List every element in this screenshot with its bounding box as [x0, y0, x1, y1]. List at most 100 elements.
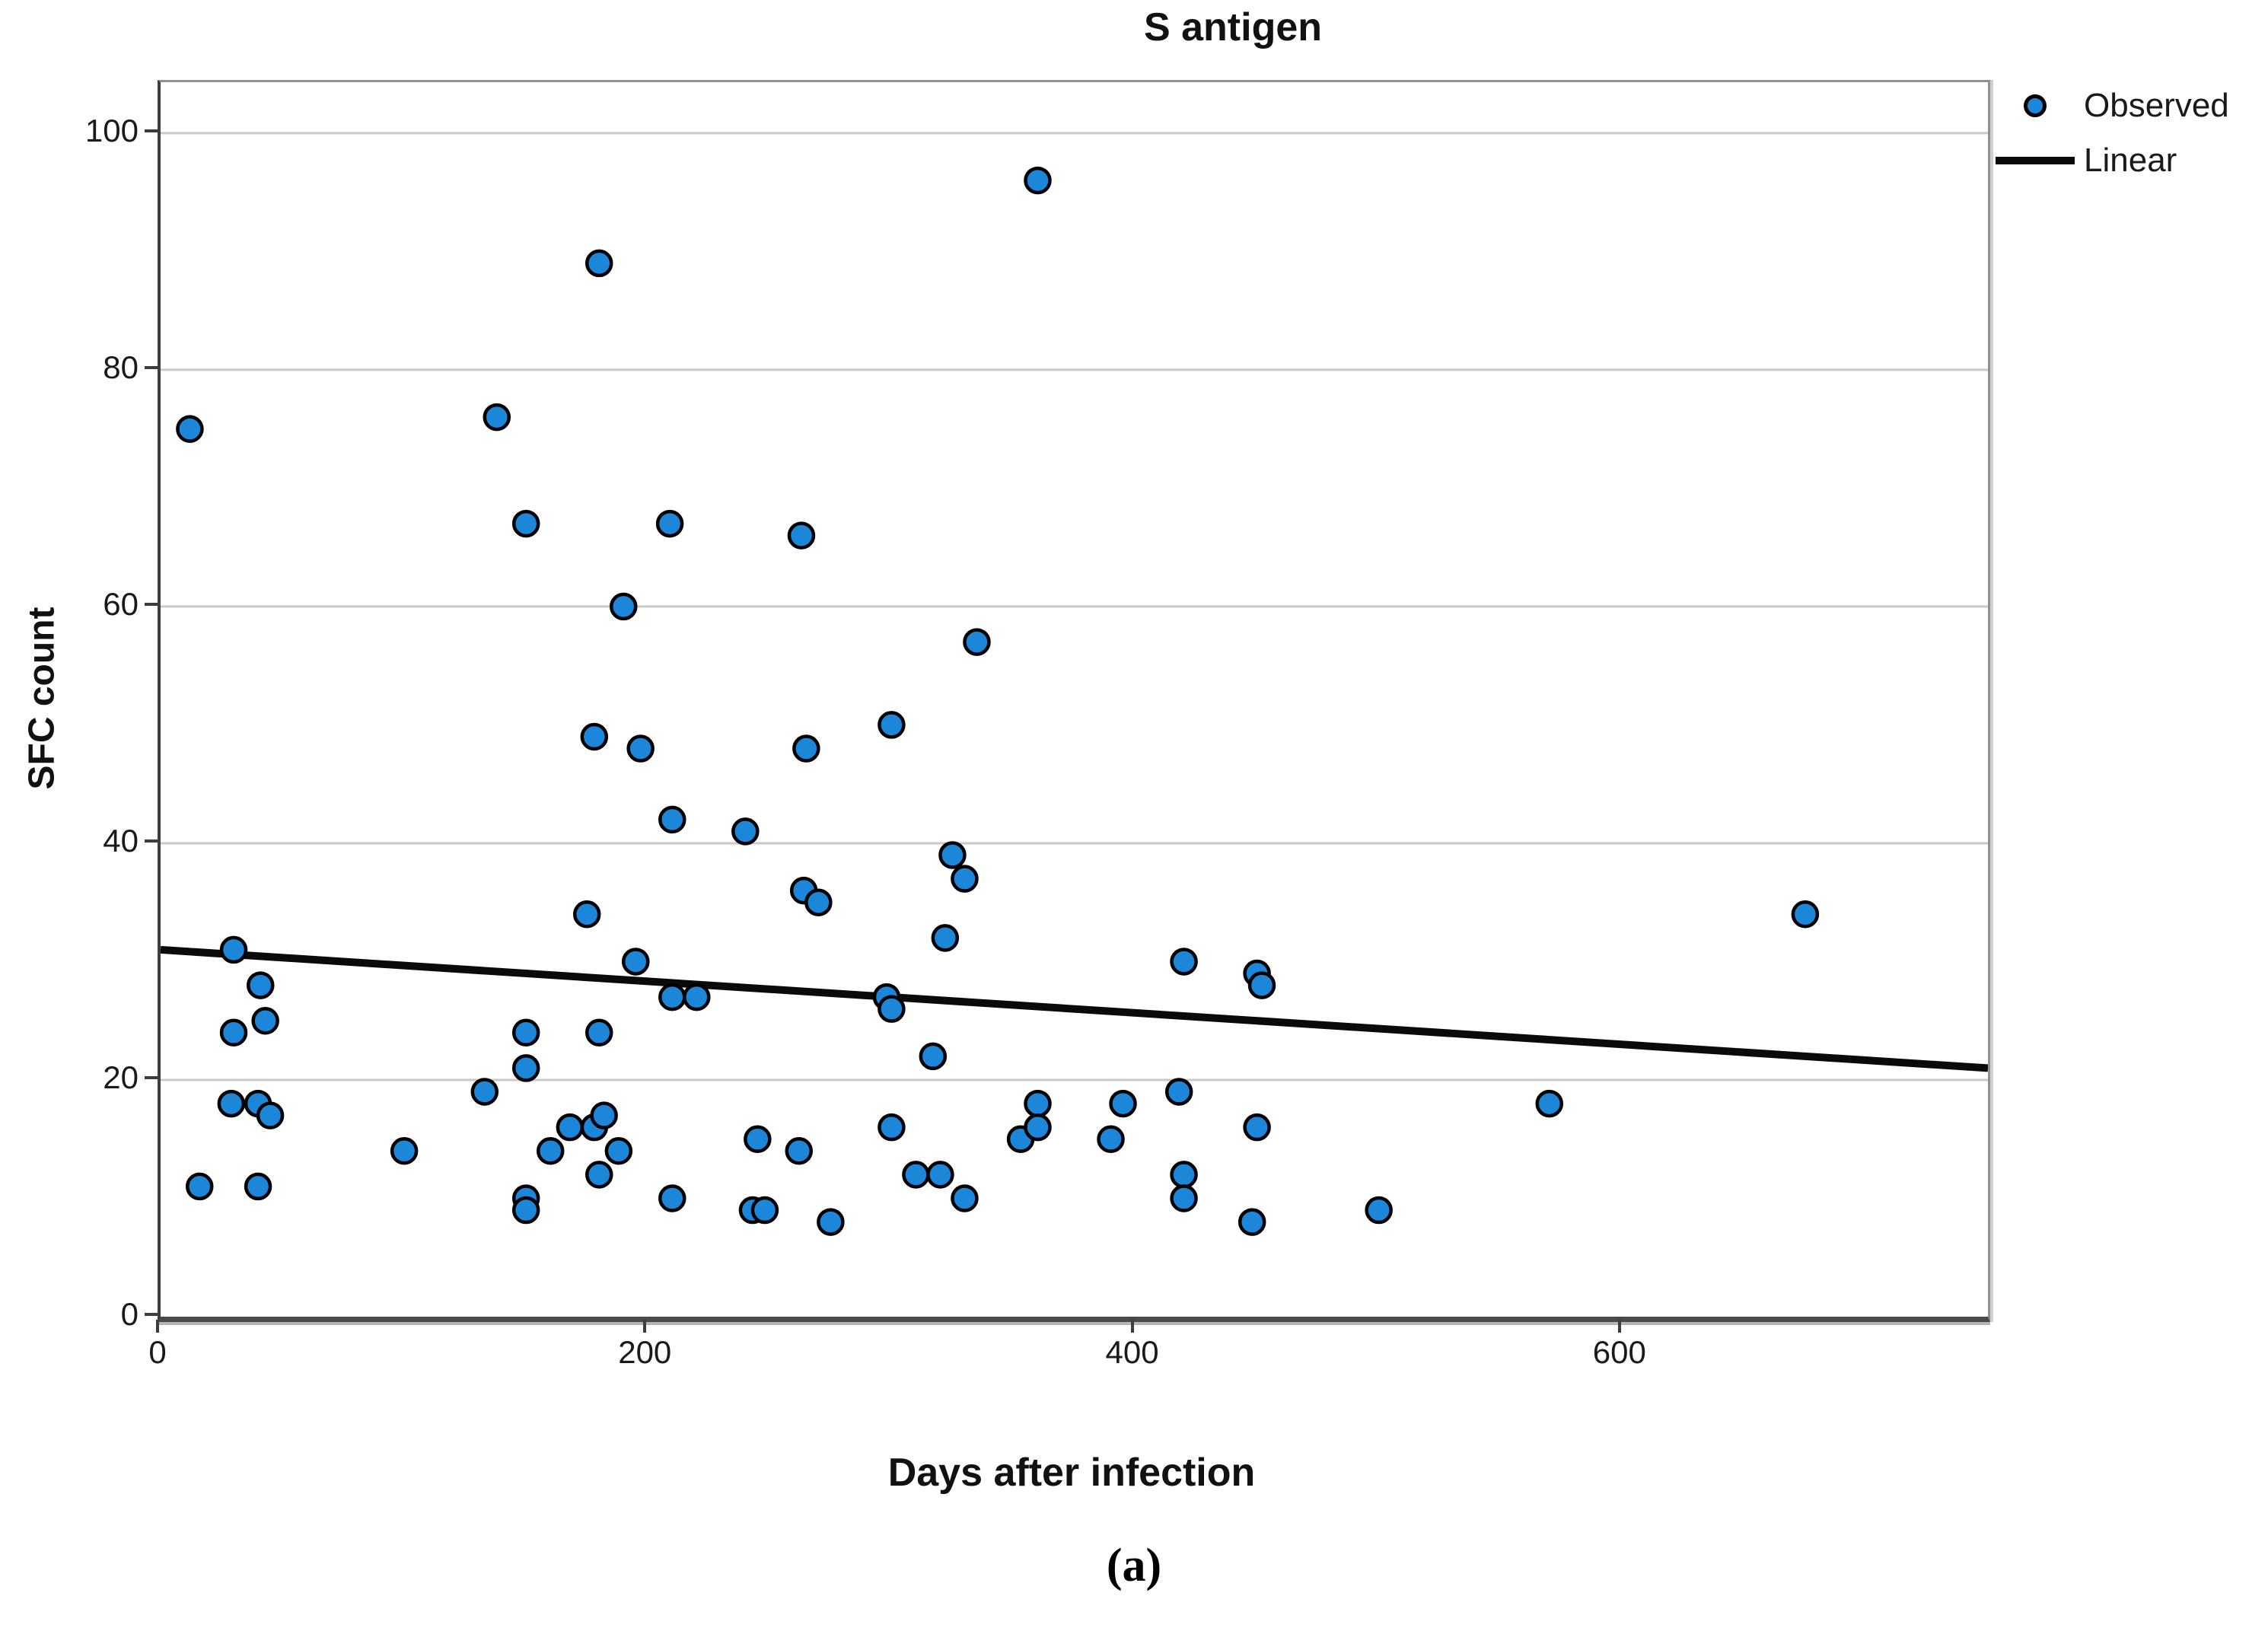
data-point	[658, 1184, 686, 1212]
data-point	[580, 722, 609, 751]
data-point	[1170, 948, 1198, 976]
x-tick-label: 0	[148, 1334, 167, 1370]
data-point	[1024, 1089, 1052, 1118]
data-point	[622, 948, 650, 976]
data-point	[787, 521, 816, 550]
data-point	[585, 249, 613, 278]
data-point	[604, 1137, 633, 1165]
data-point	[390, 1137, 419, 1165]
data-point	[658, 983, 686, 1011]
data-point	[470, 1078, 499, 1106]
data-point	[1535, 1089, 1564, 1118]
data-point	[919, 1042, 948, 1071]
legend-label-observed: Observed	[2084, 87, 2229, 124]
legend-item-linear: Linear	[1992, 139, 2229, 183]
data-point	[658, 805, 686, 834]
data-point	[1164, 1078, 1193, 1106]
x-tick-label: 600	[1592, 1334, 1646, 1370]
x-tick-label: 200	[618, 1334, 672, 1370]
data-point	[951, 1184, 979, 1212]
data-point	[1170, 1184, 1198, 1212]
legend-label-linear: Linear	[2084, 142, 2177, 179]
data-point	[1365, 1196, 1393, 1225]
y-tick-label: 100	[84, 112, 139, 148]
data-point	[219, 1018, 248, 1047]
data-point	[655, 509, 684, 538]
data-point	[926, 1161, 954, 1189]
data-point	[744, 1125, 772, 1153]
data-point	[1024, 1113, 1052, 1142]
data-point	[483, 403, 511, 432]
regression-line	[161, 945, 1988, 1072]
scatter-plot-canvas	[161, 132, 1988, 1236]
data-point	[963, 628, 991, 656]
data-point	[217, 1089, 246, 1118]
y-tick-mark	[145, 839, 158, 843]
observed-marker-icon	[1992, 94, 2078, 117]
y-tick-mark	[145, 365, 158, 369]
data-point	[931, 924, 960, 952]
data-point	[256, 1101, 285, 1129]
data-point	[1243, 1113, 1271, 1142]
data-point	[878, 711, 906, 739]
y-tick-mark	[145, 1313, 158, 1316]
legend-item-observed: Observed	[1992, 84, 2229, 128]
data-point	[185, 1172, 214, 1201]
data-point	[792, 734, 820, 763]
data-point	[247, 971, 275, 999]
data-point	[572, 900, 601, 929]
y-tick-label: 40	[103, 822, 139, 859]
data-point	[902, 1161, 930, 1189]
x-tick-mark	[1130, 1320, 1134, 1333]
y-tick-mark	[145, 129, 158, 132]
data-point	[731, 817, 760, 846]
data-point	[511, 1018, 540, 1047]
data-point	[536, 1137, 565, 1165]
data-point	[804, 888, 833, 916]
x-tick-label: 400	[1105, 1334, 1159, 1370]
data-point	[1791, 900, 1820, 929]
data-point	[251, 1006, 279, 1035]
data-point	[176, 415, 204, 443]
data-point	[1238, 1208, 1266, 1236]
y-tick-mark	[145, 602, 158, 606]
data-point	[683, 983, 711, 1011]
y-tick-label: 0	[120, 1296, 139, 1332]
data-point	[556, 1113, 585, 1142]
data-point	[585, 1161, 613, 1189]
data-point	[938, 841, 967, 869]
data-point	[610, 592, 638, 621]
y-tick-mark	[145, 1075, 158, 1079]
legend: Observed Linear	[1992, 84, 2229, 183]
data-point	[585, 1018, 613, 1047]
y-axis-title: SFC count	[21, 607, 62, 790]
data-point	[511, 1054, 540, 1082]
y-tick-label: 20	[103, 1059, 139, 1095]
data-point	[511, 509, 540, 538]
x-tick-mark	[643, 1320, 647, 1333]
data-point	[750, 1196, 779, 1225]
data-point	[951, 865, 979, 893]
data-point	[244, 1172, 272, 1201]
data-point	[219, 935, 248, 964]
data-point	[878, 1113, 906, 1142]
x-axis-title: Days after infection	[887, 1451, 1256, 1495]
chart-title: S antigen	[1143, 5, 1323, 49]
y-tick-label: 80	[103, 349, 139, 385]
figure-caption: (a)	[1106, 1540, 1162, 1591]
plot-area	[158, 80, 1990, 1322]
data-point	[511, 1196, 540, 1225]
data-point	[785, 1137, 813, 1165]
linear-marker-icon	[1992, 157, 2078, 164]
data-point	[1024, 166, 1052, 195]
data-point	[817, 1208, 845, 1236]
data-point	[590, 1101, 618, 1129]
data-point	[1109, 1089, 1137, 1118]
data-point	[1247, 971, 1276, 999]
data-point	[1097, 1125, 1125, 1153]
data-point	[626, 734, 655, 763]
x-tick-mark	[156, 1320, 159, 1333]
data-point	[878, 995, 906, 1023]
data-point	[1170, 1161, 1198, 1189]
